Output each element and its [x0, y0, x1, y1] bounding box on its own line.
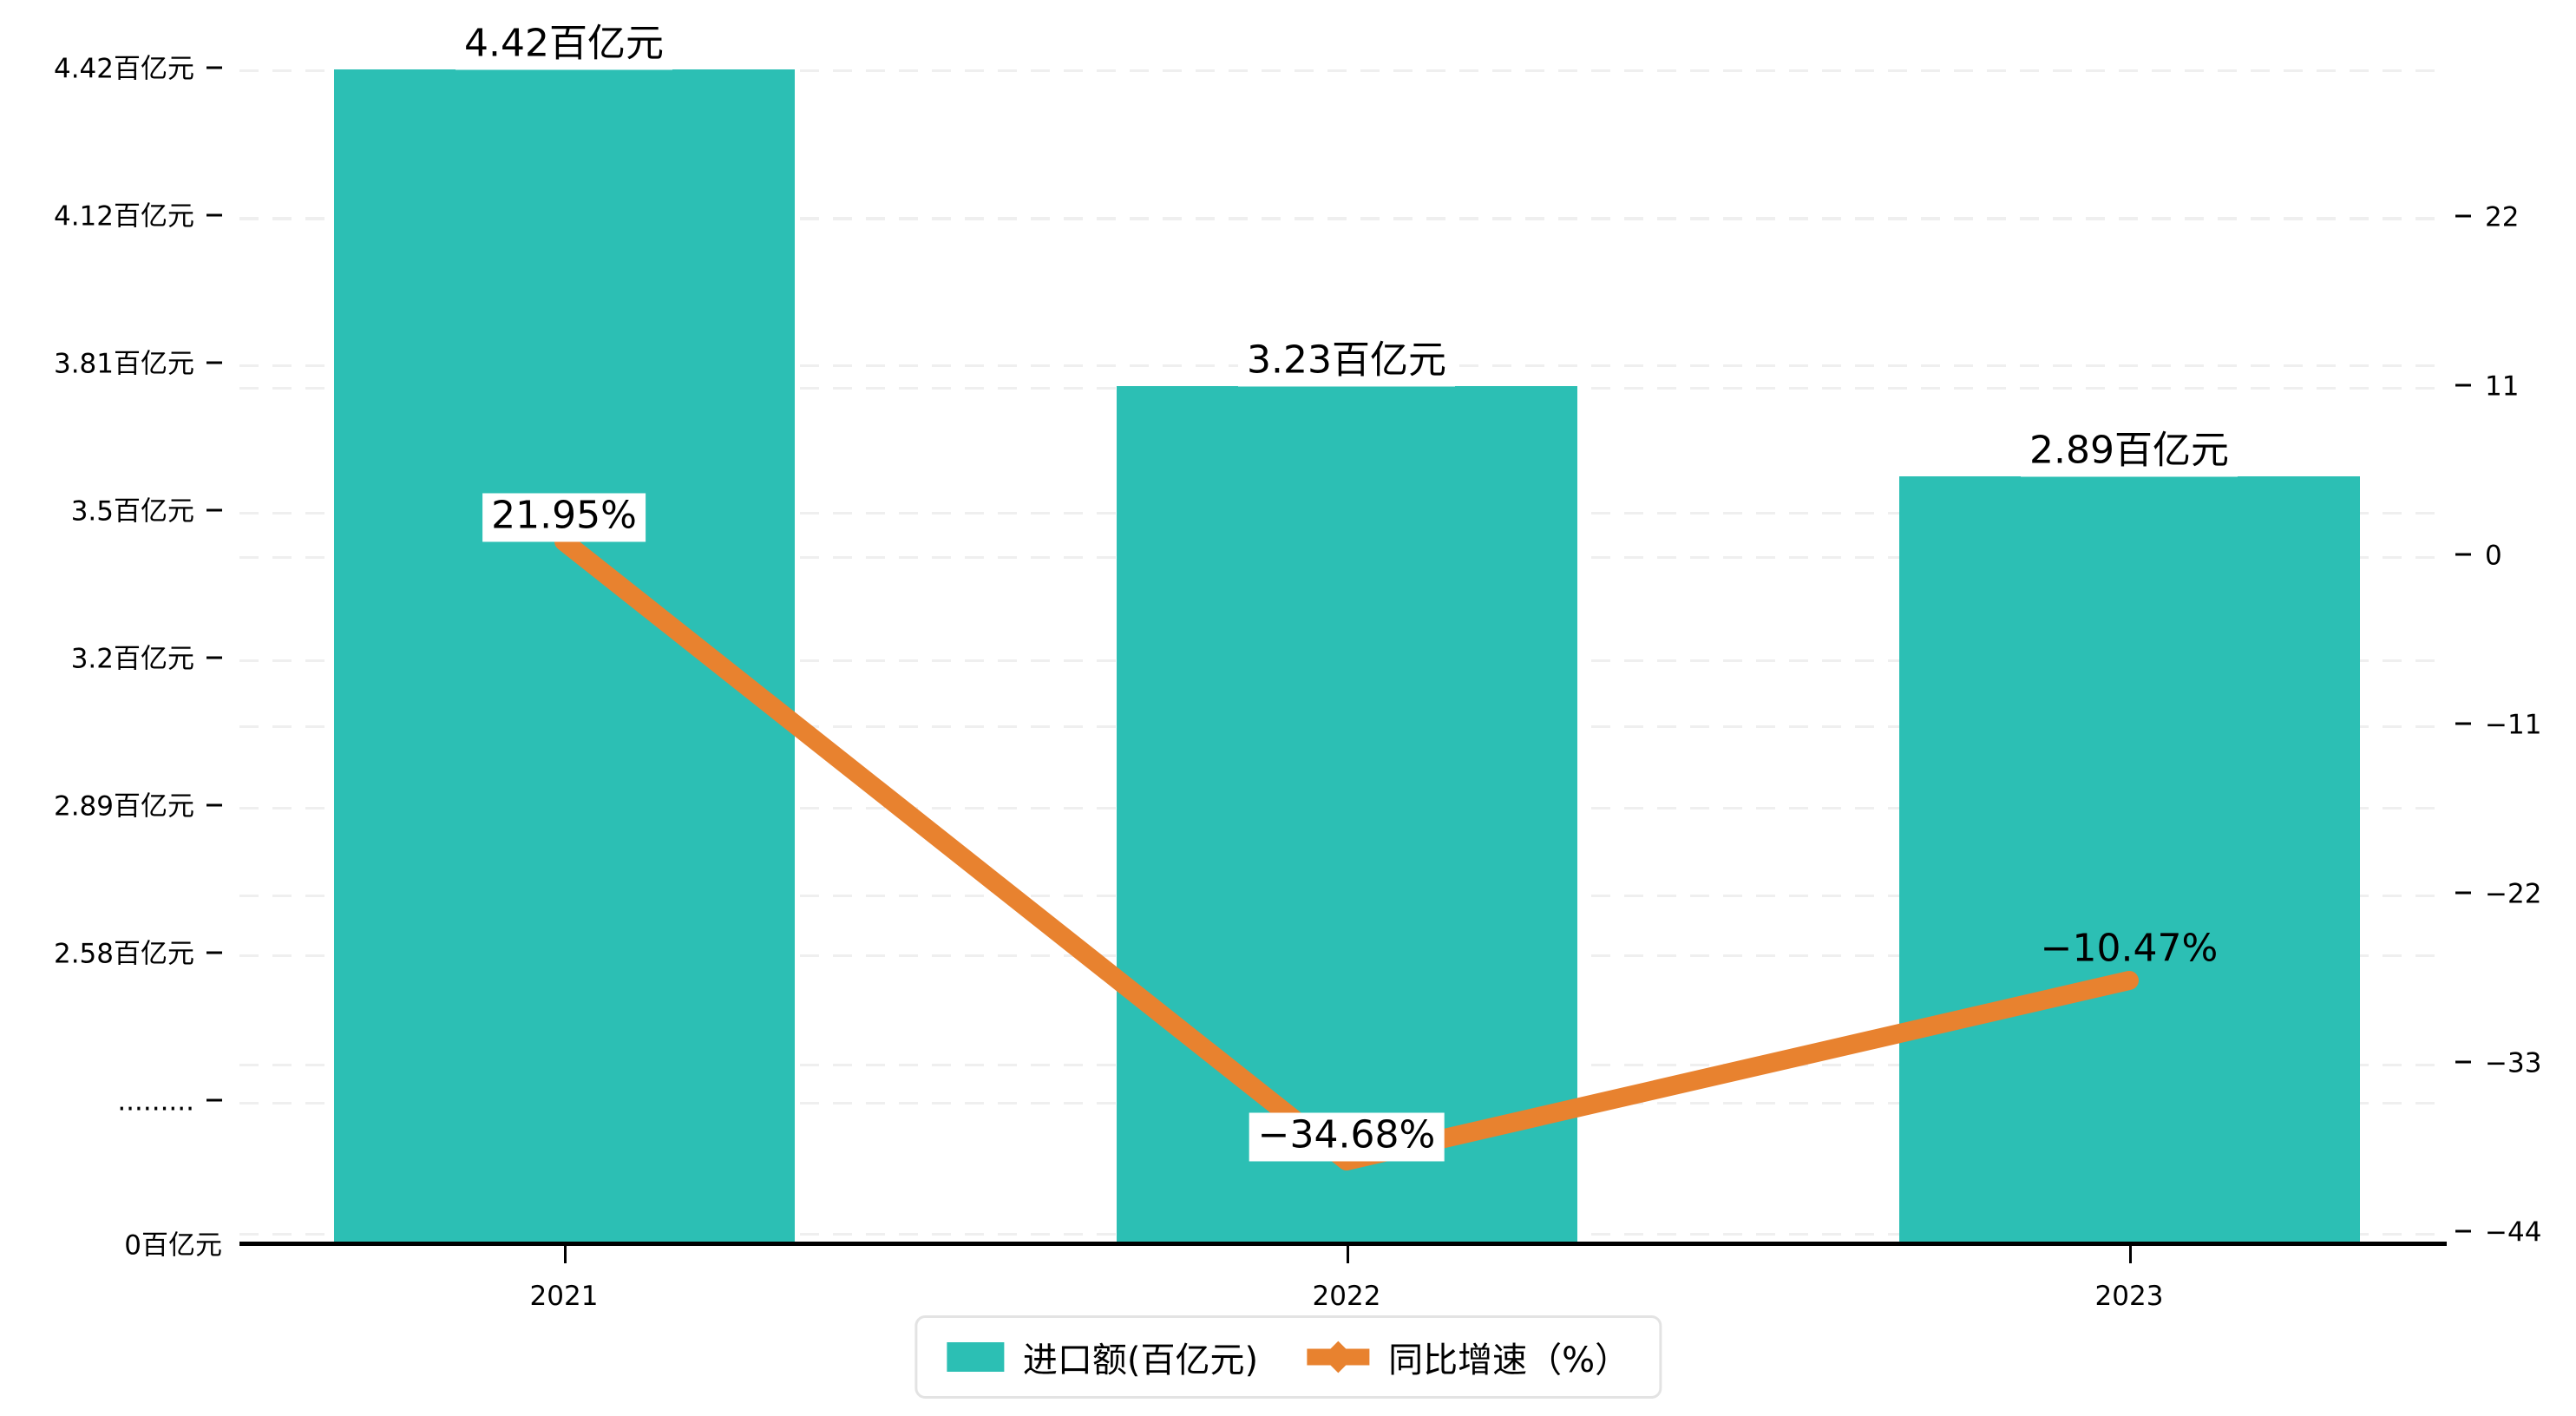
- tick-dash-icon: [2455, 1229, 2471, 1233]
- line-value-label-2021: 21.95%: [482, 493, 646, 541]
- legend-item-import-value[interactable]: 进口额(百亿元): [946, 1332, 1259, 1382]
- y-axis-left-tick-3: 3.5百亿元: [70, 495, 222, 528]
- tick-dash-icon: [206, 508, 222, 512]
- x-axis-tick-2021: [564, 1246, 567, 1263]
- x-axis-tick-2022: [1347, 1246, 1349, 1263]
- y-axis-left-tick-label: 4.42百亿元: [53, 53, 194, 85]
- y-axis-right-tick-2: 0: [2455, 540, 2502, 572]
- x-axis-line: [239, 1242, 2447, 1246]
- y-axis-right-tick-label: 0: [2485, 540, 2502, 572]
- y-axis-left-tick-label: 0百亿元: [124, 1229, 222, 1262]
- y-axis-right-tick-label: −44: [2485, 1216, 2542, 1249]
- y-axis-left-tick-5: 2.89百亿元: [53, 790, 222, 823]
- tick-dash-icon: [206, 66, 222, 69]
- y-axis-left-tick-4: 3.2百亿元: [71, 646, 222, 673]
- y-axis-left-tick-6: 2.58百亿元: [54, 941, 222, 968]
- y-axis-left-tick-8: 0百亿元: [124, 1229, 222, 1262]
- y-axis-right-tick-label: 11: [2485, 370, 2520, 403]
- tick-dash-icon: [206, 951, 222, 954]
- y-axis-right-tick-1: 11: [2455, 370, 2520, 403]
- y-axis-left-tick-label: 3.2百亿元: [70, 643, 194, 675]
- x-axis-label-2023: 2023: [2094, 1281, 2164, 1312]
- bar-2023[interactable]: [1899, 476, 2360, 1246]
- x-axis-label-2021: 2021: [529, 1281, 599, 1312]
- tick-dash-icon: [206, 803, 222, 807]
- bar-value-label-2022: 3.23百亿元: [1238, 338, 1455, 386]
- tick-dash-icon: [2455, 384, 2471, 387]
- tick-dash-icon: [206, 213, 222, 217]
- gridline: [239, 69, 2447, 72]
- legend-bar-swatch-icon: [946, 1342, 1004, 1372]
- line-value-label-2023: −10.47%: [2040, 926, 2219, 971]
- y-axis-right-tick-label: −33: [2485, 1047, 2542, 1079]
- tick-dash-icon: [2455, 214, 2471, 218]
- y-axis-left-tick-label: .........: [117, 1085, 194, 1118]
- tick-dash-icon: [206, 656, 222, 659]
- y-axis-left-tick-7: .........: [117, 1085, 222, 1118]
- y-axis-left-tick-label: 3.5百亿元: [70, 495, 194, 528]
- y-axis-right-tick-6: −44: [2455, 1216, 2542, 1249]
- y-axis-right-tick-5: −33: [2455, 1047, 2542, 1079]
- bar-value-label-2023: 2.89百亿元: [2021, 428, 2238, 476]
- y-axis-right-tick-label: −11: [2485, 709, 2542, 741]
- y-axis-right-tick-label: 22: [2485, 201, 2520, 233]
- y-axis-right-tick-4: −22: [2455, 878, 2542, 910]
- bar-value-label-2021: 4.42百亿元: [456, 21, 672, 69]
- y-axis-left-tick-label: 4.12百亿元: [53, 200, 194, 233]
- legend-item-growth-rate[interactable]: 同比增速（%）: [1307, 1332, 1629, 1382]
- y-axis-left-tick-0: 4.42百亿元: [54, 56, 222, 83]
- gridline: [239, 218, 2447, 220]
- tick-dash-icon: [2455, 553, 2471, 556]
- bar-2021[interactable]: [334, 69, 795, 1246]
- tick-dash-icon: [2455, 1060, 2471, 1064]
- legend-line-swatch-icon: [1307, 1341, 1370, 1373]
- legend-label-growth-rate: 同比增速（%）: [1388, 1341, 1630, 1380]
- tick-dash-icon: [206, 361, 222, 364]
- chart-legend: 进口额(百亿元) 同比增速（%）: [914, 1315, 1662, 1399]
- y-axis-right-tick-3: −11: [2455, 709, 2542, 741]
- x-axis-label-2022: 2022: [1312, 1281, 1381, 1312]
- y-axis-right-tick-0: 22: [2455, 201, 2520, 233]
- legend-diamond-marker-icon: [1321, 1341, 1354, 1373]
- y-axis-left-tick-label: 2.58百亿元: [53, 938, 194, 970]
- tick-dash-icon: [206, 1098, 222, 1102]
- y-axis-left-tick-2: 3.81百亿元: [54, 351, 222, 378]
- y-axis-left-tick-label: 3.81百亿元: [53, 348, 194, 380]
- x-axis-tick-2023: [2129, 1246, 2132, 1263]
- tick-dash-icon: [2455, 891, 2471, 895]
- y-axis-left-tick-1: 4.12百亿元: [53, 200, 222, 233]
- legend-label-import-value: 进口额(百亿元): [1022, 1341, 1259, 1380]
- tick-dash-icon: [2455, 722, 2471, 725]
- y-axis-left-tick-label: 2.89百亿元: [53, 790, 194, 823]
- line-value-label-2022: −34.68%: [1249, 1112, 1445, 1161]
- plot-area: 2021 2022 2023: [239, 69, 2447, 1312]
- y-axis-right-tick-label: −22: [2485, 878, 2542, 910]
